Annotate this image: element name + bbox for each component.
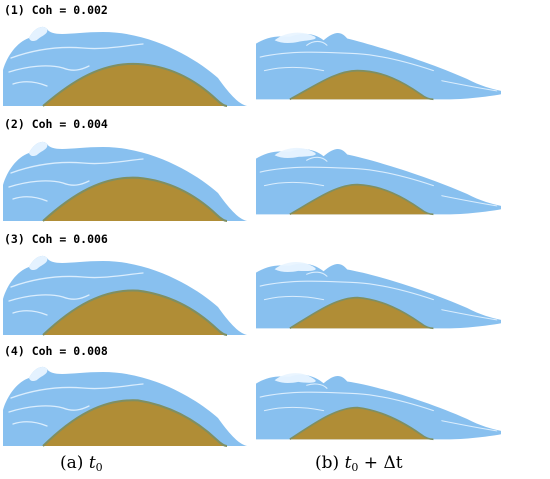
row-label-4: (4) Coh = 0.008 [4,344,108,358]
caption-b-prefix: (b) [315,453,345,473]
panel-row-1-t0-plus-dt [256,32,501,101]
panel-row-4-t0 [3,366,247,447]
caption-a-var: t [88,453,96,473]
caption-a: (a) t0 [60,453,103,474]
panel-row-4-t0-plus-dt [256,373,501,441]
caption-b-var: t [344,453,352,473]
caption-a-prefix: (a) [60,453,89,473]
panel-row-3-t0 [3,255,247,336]
panel-row-2-t0-plus-dt [256,147,501,216]
caption-b: (b) t0 + Δt [315,453,403,474]
row-label-3: (3) Coh = 0.006 [4,232,108,246]
row-label-1: (1) Coh = 0.002 [4,3,108,17]
caption-b-sub: 0 [351,461,359,474]
panel-row-1-t0 [3,26,247,107]
caption-b-suffix: + Δt [358,453,403,473]
row-label-2: (2) Coh = 0.004 [4,117,108,131]
panel-row-2-t0 [3,141,247,222]
panel-row-3-t0-plus-dt [256,262,501,330]
caption-a-sub: 0 [95,461,103,474]
